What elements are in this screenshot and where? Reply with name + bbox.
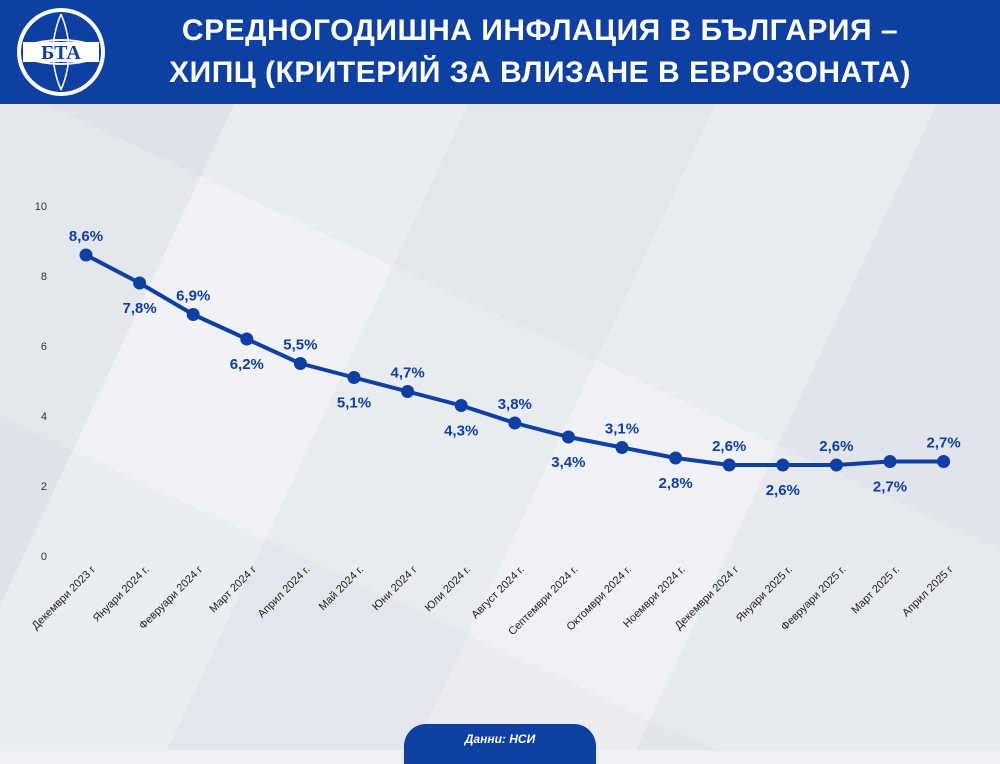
data-point bbox=[722, 458, 736, 472]
header-bar: БТА СРЕДНОГОДИШНА ИНФЛАЦИЯ В БЪЛГАРИЯ – … bbox=[0, 0, 1000, 104]
y-tick-label: 4 bbox=[41, 411, 47, 423]
inflation-line-chart: 0 2 4 6 8 10 8,6% 7,8% 6,9% 6,2% 5,5% 5,1% 4,7% 4,3%… bbox=[30, 201, 961, 638]
data-point bbox=[776, 458, 790, 472]
x-tick-label: Април 2024 г. bbox=[256, 564, 313, 621]
data-label: 7,8% bbox=[122, 300, 156, 317]
source-text: Данни: НСИ bbox=[464, 732, 536, 746]
data-label: 4,3% bbox=[444, 423, 478, 440]
data-point bbox=[186, 308, 200, 321]
data-label: 2,6% bbox=[712, 438, 746, 455]
data-label: 3,8% bbox=[498, 396, 532, 413]
series-line bbox=[84, 253, 946, 467]
axis-layer: 0 2 4 6 8 10 bbox=[35, 201, 47, 563]
data-label: 3,1% bbox=[605, 421, 639, 438]
y-tick-label: 10 bbox=[35, 201, 47, 213]
x-tick-label: Декември 2023 г bbox=[30, 564, 99, 633]
data-label: 3,4% bbox=[551, 454, 585, 471]
data-label: 5,5% bbox=[283, 337, 317, 354]
data-label: 2,8% bbox=[658, 475, 692, 492]
data-point bbox=[79, 248, 93, 262]
data-point bbox=[293, 357, 307, 370]
data-point bbox=[829, 458, 843, 472]
data-point bbox=[347, 371, 361, 384]
data-label: 6,9% bbox=[176, 288, 210, 305]
x-tick-label: Август 2024 г. bbox=[469, 564, 527, 622]
data-label: 2,6% bbox=[766, 482, 800, 499]
x-tick-label: Юни 2024 г bbox=[370, 564, 419, 613]
series-layer bbox=[79, 248, 951, 472]
x-tick-label: Юли 2024 г. bbox=[423, 564, 474, 615]
x-tick-label: Януари 2025 г. bbox=[734, 564, 795, 625]
data-label: 8,6% bbox=[69, 228, 103, 245]
data-point bbox=[615, 441, 629, 454]
data-point bbox=[508, 416, 522, 430]
data-point bbox=[561, 430, 575, 444]
data-label: 2,7% bbox=[873, 479, 907, 496]
data-label: 6,2% bbox=[230, 356, 264, 373]
data-label-layer: 8,6% 7,8% 6,9% 6,2% 5,5% 5,1% 4,7% 4,3% 3,8% 3,4%… bbox=[69, 228, 961, 499]
x-tick-label: Януари 2024 г. bbox=[91, 564, 152, 625]
bta-logo-icon: БТА bbox=[17, 8, 105, 96]
data-point bbox=[669, 451, 683, 465]
data-point bbox=[937, 455, 951, 468]
data-point bbox=[133, 276, 147, 290]
x-tick-label: Април 2025 г bbox=[900, 564, 956, 620]
y-tick-label: 6 bbox=[41, 341, 47, 353]
banknote-background bbox=[0, 104, 1000, 750]
title-line-1: СРЕДНОГОДИШНА ИНФЛАЦИЯ В БЪЛГАРИЯ – bbox=[181, 14, 899, 47]
y-tick-label: 2 bbox=[41, 481, 47, 493]
title-line-2: ХИПЦ (КРИТЕРИЙ ЗА ВЛИЗАНЕ В ЕВРОЗОНАТА) bbox=[169, 56, 911, 89]
data-point bbox=[401, 385, 415, 398]
x-tick-label: Март 2025 г. bbox=[849, 564, 902, 617]
x-tick-label: Март 2024 г bbox=[207, 564, 259, 616]
data-point bbox=[883, 455, 897, 468]
data-label: 5,1% bbox=[337, 395, 371, 412]
y-tick-label: 8 bbox=[41, 271, 47, 283]
x-tick-label: Май 2024 г. bbox=[317, 564, 366, 613]
page-title: СРЕДНОГОДИШНА ИНФЛАЦИЯ В БЪЛГАРИЯ – ХИПЦ… bbox=[130, 10, 950, 94]
y-tick-label: 0 bbox=[41, 551, 47, 563]
data-label: 2,7% bbox=[926, 435, 960, 452]
data-label: 4,7% bbox=[390, 365, 424, 382]
data-point bbox=[454, 399, 468, 412]
logo-text: БТА bbox=[41, 42, 81, 64]
data-point bbox=[240, 332, 254, 346]
data-label: 2,6% bbox=[819, 438, 853, 455]
